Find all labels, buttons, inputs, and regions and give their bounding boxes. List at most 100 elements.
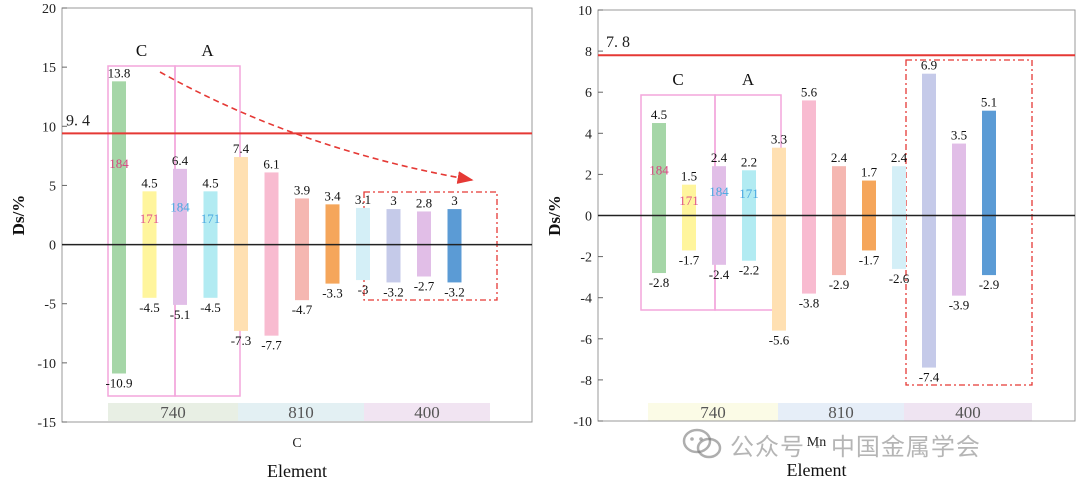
y-tick-label: -4	[580, 292, 592, 307]
data-label-positive: 5.1	[981, 95, 997, 110]
y-axis-title: Ds/%	[545, 195, 564, 236]
data-label-negative: -2.8	[649, 275, 670, 290]
bar-negative	[203, 244, 218, 298]
bar-positive	[892, 166, 906, 216]
temperature-annotation: 184	[109, 156, 129, 171]
data-label-positive: 2.4	[831, 150, 848, 165]
data-label-negative: -5.1	[170, 307, 191, 322]
bar-negative	[712, 215, 726, 265]
bar-negative	[802, 215, 816, 294]
data-label-positive: 2.2	[741, 154, 757, 169]
bar-negative	[772, 215, 786, 331]
data-label-positive: 13.8	[108, 65, 131, 80]
data-label-negative: -2.6	[889, 271, 910, 286]
bar-positive	[234, 157, 248, 245]
y-tick-label: -8	[580, 374, 592, 389]
bar-positive	[325, 204, 340, 245]
trend-arrow	[159, 71, 474, 184]
bar-negative	[234, 244, 248, 331]
group-label-740: 740	[160, 403, 186, 422]
bar-positive	[417, 211, 431, 245]
data-label-positive: 3.4	[324, 188, 341, 203]
data-label-positive: 2.4	[891, 150, 908, 165]
data-label-negative: -3.3	[322, 286, 343, 301]
bar-negative	[264, 244, 279, 336]
bar-positive	[264, 172, 279, 245]
y-tick-label: -5	[44, 298, 56, 313]
data-label-negative: -2.4	[709, 267, 730, 282]
condition-label-C: C	[136, 41, 147, 60]
group-band-740	[648, 403, 778, 421]
data-label-positive: 1.7	[861, 165, 878, 180]
data-label-negative: -2.9	[829, 277, 850, 292]
data-label-negative: -7.4	[919, 370, 940, 385]
group-label-810: 810	[288, 403, 314, 422]
reference-line-label: 7. 8	[606, 34, 630, 51]
bar-positive	[982, 110, 996, 216]
data-label-negative: -4.7	[292, 302, 313, 317]
bar-negative	[922, 215, 936, 368]
y-tick-label: -10	[573, 415, 592, 430]
data-label-positive: 4.5	[651, 107, 667, 122]
x-axis-title: Element	[267, 461, 327, 481]
bar-negative	[652, 215, 666, 274]
y-tick-label: -6	[580, 333, 592, 348]
data-label-positive: 7.4	[233, 141, 250, 156]
group-label-810: 810	[828, 403, 854, 422]
bar-positive	[295, 198, 309, 245]
bar-positive	[112, 81, 126, 245]
condition-label-A: A	[742, 70, 755, 89]
data-label-positive: 4.5	[202, 175, 218, 190]
bar-positive	[772, 147, 786, 216]
highlight-dashed-box	[905, 59, 1033, 386]
reference-line-label: 9. 4	[66, 112, 90, 129]
bar-positive	[952, 143, 966, 216]
y-tick-label: 4	[585, 127, 592, 142]
bar-negative	[742, 215, 756, 261]
condition-label-C: C	[672, 70, 683, 89]
group-band-810	[238, 403, 364, 421]
y-tick-label: 2	[585, 168, 592, 183]
bar-positive	[802, 100, 816, 216]
group-label-400: 400	[414, 403, 440, 422]
x-axis-title: Element	[787, 460, 847, 480]
data-label-positive: 3	[451, 193, 458, 208]
bar-positive	[173, 168, 187, 245]
bar-negative	[173, 244, 187, 305]
group-band-810	[778, 403, 904, 421]
x-element-label: Mn	[807, 435, 826, 450]
temperature-annotation: 184	[649, 162, 669, 177]
y-tick-label: -15	[37, 416, 56, 431]
bar-positive	[922, 73, 936, 216]
data-label-negative: -2.7	[414, 279, 435, 294]
bar-positive	[832, 166, 846, 216]
temperature-annotation: 171	[679, 193, 699, 208]
bar-positive	[356, 207, 370, 245]
y-tick-label: 15	[42, 61, 56, 76]
bar-positive	[742, 170, 756, 216]
data-label-positive: 6.9	[921, 58, 937, 73]
bar-negative	[142, 244, 157, 298]
bar-positive	[447, 209, 462, 245]
data-label-negative: -2.2	[739, 263, 760, 278]
data-label-negative: -3.9	[949, 298, 970, 313]
data-label-positive: 1.5	[681, 169, 697, 184]
data-label-positive: 2.8	[416, 195, 432, 210]
y-tick-label: 10	[578, 4, 592, 19]
y-tick-label: -10	[37, 357, 56, 372]
group-band-400	[364, 403, 490, 421]
bar-positive	[652, 123, 666, 216]
data-label-positive: 3.5	[951, 128, 967, 143]
y-tick-label: 6	[585, 86, 592, 101]
data-label-negative: -2.9	[979, 277, 1000, 292]
c-plot-frame	[61, 7, 533, 423]
bar-positive	[203, 191, 218, 245]
y-tick-label: 5	[49, 179, 56, 194]
bar-negative	[447, 244, 462, 283]
data-label-negative: -3.2	[383, 284, 404, 299]
bar-negative	[356, 244, 370, 281]
temperature-annotation: 171	[201, 211, 221, 226]
data-label-negative: -7.3	[231, 333, 252, 348]
data-label-negative: -3.8	[799, 296, 820, 311]
